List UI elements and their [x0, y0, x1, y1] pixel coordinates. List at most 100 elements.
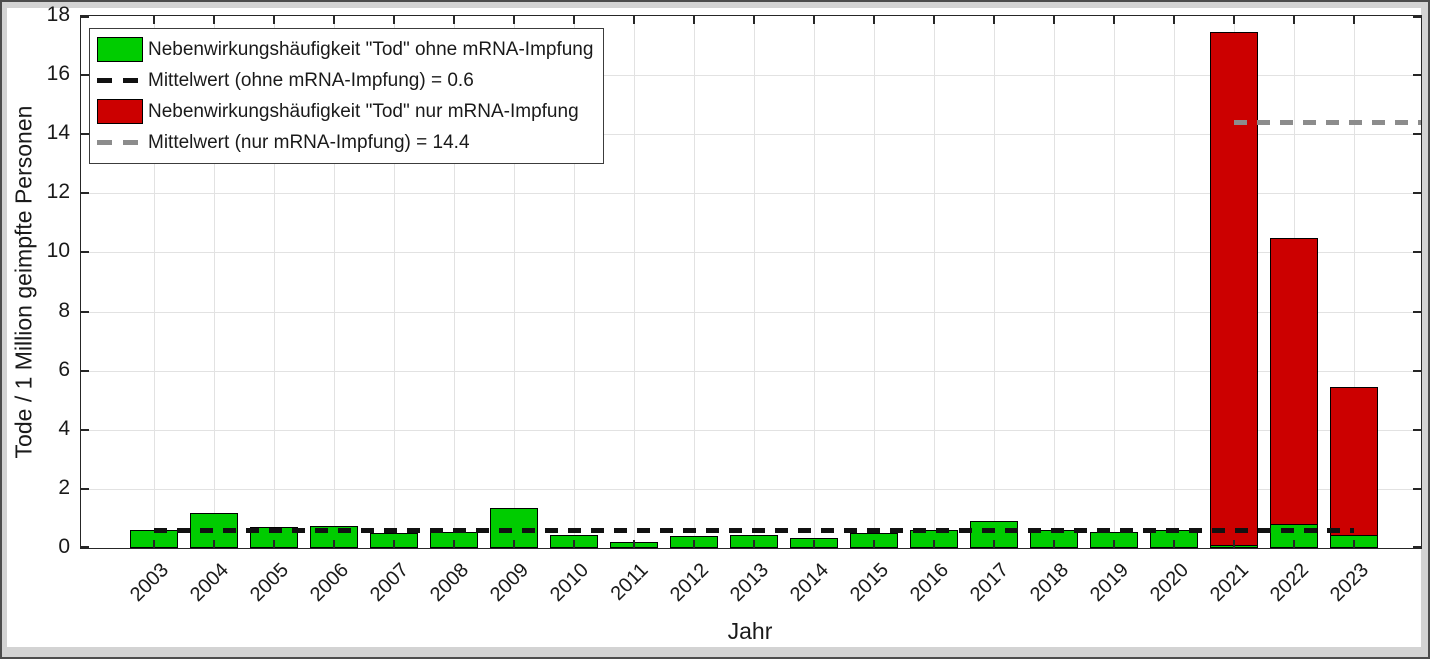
y-tick-right-18: [1413, 16, 1421, 18]
gridline-x-2014: [814, 16, 815, 548]
y-tick-right-8: [1413, 310, 1421, 313]
gridline-x-2005: [274, 16, 275, 548]
gridline-x-2018: [1054, 16, 1055, 548]
gridline-y-14: [81, 134, 1421, 136]
x-tick-bottom-2018: [1053, 540, 1055, 548]
gridline-x-2011: [634, 16, 635, 548]
x-tick-bottom-2023: [1353, 540, 1355, 548]
y-tick-left-8: [81, 310, 89, 313]
gridline-x-2015: [874, 16, 875, 548]
bar-2022-red: [1270, 237, 1318, 548]
gray-dashed-line-swatch-icon: [97, 140, 143, 145]
y-tick-label-6: 6: [58, 357, 70, 381]
x-tick-top-2014: [813, 16, 815, 24]
gridline-x-2019: [1114, 16, 1115, 548]
y-tick-right-4: [1413, 428, 1421, 431]
x-tick-bottom-2015: [873, 540, 875, 548]
plot-area: Nebenwirkungshäufigkeit "Tod" ohne mRNA-…: [80, 15, 1422, 549]
y-tick-label-8: 8: [58, 298, 70, 322]
y-tick-left-2: [81, 487, 89, 490]
legend-item-label: Mittelwert (nur mRNA-Impfung) = 14.4: [148, 131, 470, 153]
y-tick-left-18: [81, 16, 89, 18]
y-tick-label-4: 4: [58, 416, 70, 440]
gridline-y-4: [81, 429, 1421, 431]
x-tick-top-2022: [1293, 16, 1295, 24]
y-tick-left-6: [81, 369, 89, 372]
x-tick-top-2019: [1113, 16, 1115, 24]
y-tick-label-10: 10: [46, 239, 70, 263]
y-tick-left-10: [81, 251, 89, 254]
gridline-x-2010: [574, 16, 575, 548]
gridline-x-2013: [754, 16, 755, 548]
gridline-x-2006: [334, 16, 335, 548]
gridline-x-2009: [514, 16, 515, 548]
mean-line-0: [154, 527, 1354, 533]
gridline-y-10: [81, 252, 1421, 254]
y-tick-right-12: [1413, 192, 1421, 195]
gridline-y-16: [81, 75, 1421, 77]
x-tick-bottom-2003: [153, 540, 155, 548]
x-tick-bottom-2012: [693, 540, 695, 548]
gridline-x-2016: [934, 16, 935, 548]
x-tick-bottom-2017: [993, 540, 995, 548]
x-tick-top-2018: [1053, 16, 1055, 24]
y-tick-left-16: [81, 74, 89, 77]
x-tick-bottom-2011: [633, 540, 635, 548]
x-tick-bottom-2008: [453, 540, 455, 548]
gridline-x-2003: [154, 16, 155, 548]
x-tick-top-2021: [1233, 16, 1235, 24]
y-tick-label-2: 2: [58, 475, 70, 499]
x-tick-bottom-2007: [393, 540, 395, 548]
x-tick-bottom-2022: [1293, 540, 1295, 548]
y-tick-left-12: [81, 192, 89, 195]
y-tick-right-6: [1413, 369, 1421, 372]
x-tick-top-2006: [333, 16, 335, 24]
y-tick-right-2: [1413, 487, 1421, 490]
x-tick-top-2007: [393, 16, 395, 24]
y-tick-label-14: 14: [46, 121, 70, 145]
legend-item-label: Nebenwirkungshäufigkeit "Tod" ohne mRNA-…: [148, 38, 594, 60]
legend-item: Mittelwert (ohne mRNA-Impfung) = 0.6: [97, 65, 593, 96]
x-tick-bottom-2021: [1233, 540, 1235, 548]
x-tick-bottom-2010: [573, 540, 575, 548]
y-tick-right-0: [1413, 546, 1421, 548]
legend-item: Nebenwirkungshäufigkeit "Tod" nur mRNA-I…: [97, 96, 593, 127]
x-tick-top-2005: [273, 16, 275, 24]
y-tick-left-14: [81, 133, 89, 136]
mean-line-1: [1234, 119, 1421, 125]
gridline-x-2023: [1354, 16, 1355, 548]
legend: Nebenwirkungshäufigkeit "Tod" ohne mRNA-…: [89, 28, 605, 164]
x-tick-top-2004: [213, 16, 215, 24]
x-tick-bottom-2006: [333, 540, 335, 548]
x-tick-bottom-2020: [1173, 540, 1175, 548]
y-tick-right-16: [1413, 74, 1421, 77]
y-tick-left-0: [81, 546, 89, 548]
gridline-x-2017: [994, 16, 995, 548]
x-tick-top-2011: [633, 16, 635, 24]
green-bar-swatch-icon: [97, 37, 143, 62]
y-tick-label-16: 16: [46, 62, 70, 86]
legend-item-label: Nebenwirkungshäufigkeit "Tod" nur mRNA-I…: [148, 100, 579, 122]
x-tick-bottom-2014: [813, 540, 815, 548]
gridline-x-2004: [214, 16, 215, 548]
x-tick-top-2013: [753, 16, 755, 24]
x-tick-top-2016: [933, 16, 935, 24]
bar-2021-red: [1210, 32, 1258, 548]
x-tick-bottom-2013: [753, 540, 755, 548]
legend-item-label: Mittelwert (ohne mRNA-Impfung) = 0.6: [148, 69, 474, 91]
x-tick-bottom-2016: [933, 540, 935, 548]
gridline-x-2020: [1174, 16, 1175, 548]
x-tick-bottom-2019: [1113, 540, 1115, 548]
gridline-y-2: [81, 488, 1421, 490]
x-tick-bottom-2005: [273, 540, 275, 548]
x-tick-top-2010: [573, 16, 575, 24]
x-tick-top-2023: [1353, 16, 1355, 24]
x-tick-bottom-2004: [213, 540, 215, 548]
y-tick-label-18: 18: [46, 3, 70, 26]
red-bar-swatch-icon: [97, 99, 143, 124]
x-tick-top-2017: [993, 16, 995, 24]
x-tick-top-2008: [453, 16, 455, 24]
gridline-y-8: [81, 311, 1421, 313]
y-tick-label-0: 0: [58, 535, 70, 558]
